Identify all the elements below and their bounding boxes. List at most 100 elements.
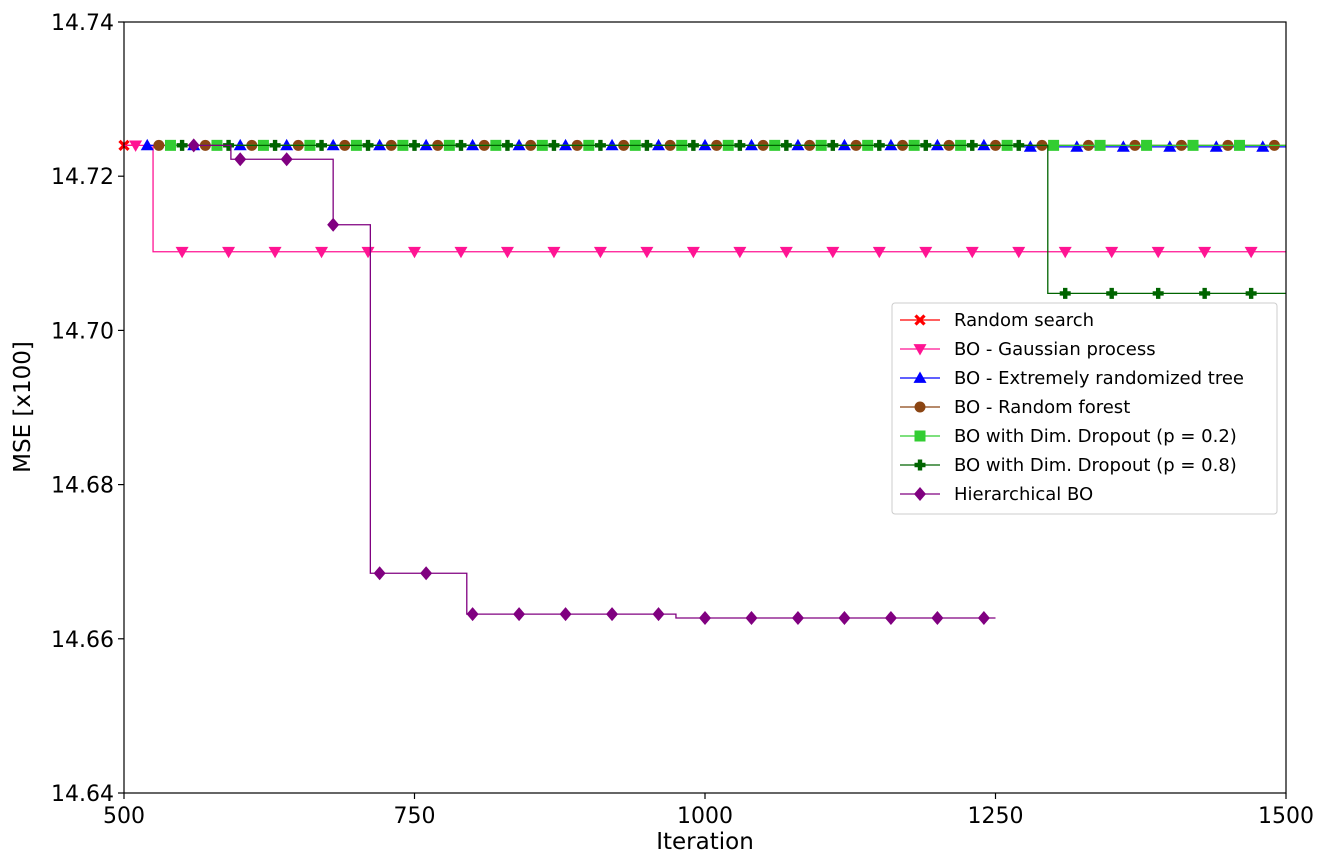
data-point [884, 138, 898, 151]
legend-marker [913, 344, 927, 356]
data-point [175, 246, 189, 259]
legend-marker [914, 430, 926, 442]
data-point [733, 246, 747, 259]
data-point [605, 138, 619, 151]
data-point [1013, 139, 1025, 151]
data-point [140, 138, 154, 151]
data-point [269, 139, 281, 151]
y-axis-label: MSE [x100] [10, 341, 36, 473]
y-tick-label: 14.70 [51, 319, 114, 344]
data-point [466, 607, 479, 622]
legend-label: BO - Random forest [954, 397, 1130, 418]
legend-item: BO with Dim. Dropout (p = 0.2) [900, 426, 1237, 447]
data-point [153, 139, 165, 151]
data-point [838, 610, 851, 625]
data-point [1012, 246, 1026, 259]
y-tick-label: 14.74 [51, 11, 114, 36]
data-point [977, 138, 991, 151]
data-point [559, 138, 573, 151]
data-point [930, 138, 944, 151]
data-point [779, 246, 793, 259]
x-tick-label: 1500 [1258, 804, 1314, 829]
legend-label: Hierarchical BO [954, 484, 1093, 505]
data-point [1199, 287, 1211, 299]
data-point [455, 139, 467, 151]
data-point [884, 610, 897, 625]
data-point [744, 138, 758, 151]
data-point [1151, 246, 1165, 259]
legend-label: BO with Dim. Dropout (p = 0.8) [954, 455, 1237, 476]
legend-label: Random search [954, 310, 1094, 331]
data-point [1048, 139, 1060, 151]
data-point [1244, 246, 1258, 259]
data-point [873, 139, 885, 151]
data-point [698, 138, 712, 151]
data-point [1152, 287, 1164, 299]
x-tick-label: 750 [394, 804, 436, 829]
data-point [233, 138, 247, 151]
legend-marker [914, 314, 926, 326]
data-point [419, 138, 433, 151]
data-point [1163, 140, 1177, 152]
data-point [1141, 139, 1153, 151]
legend-label: BO - Extremely randomized tree [954, 368, 1244, 389]
data-point [594, 139, 606, 151]
data-point [547, 246, 561, 259]
data-point [1198, 246, 1212, 259]
data-point [222, 246, 236, 259]
data-point [548, 139, 560, 151]
data-point [315, 246, 329, 259]
data-point [362, 139, 374, 151]
data-point [919, 246, 933, 259]
data-point [1187, 139, 1199, 151]
data-point [780, 139, 792, 151]
data-point [593, 246, 607, 259]
y-tick-label: 14.66 [51, 628, 114, 653]
series-line [182, 144, 1286, 295]
data-point [500, 246, 514, 259]
data-point [164, 139, 176, 151]
data-point [640, 246, 654, 259]
data-point [327, 217, 340, 232]
series-layer [118, 138, 1286, 625]
series-2 [124, 140, 1286, 259]
data-point [1059, 287, 1071, 299]
legend-marker [914, 487, 926, 501]
data-point [791, 610, 804, 625]
data-point [316, 139, 328, 151]
data-point [1234, 139, 1246, 151]
data-point [745, 610, 758, 625]
data-point [1256, 140, 1270, 152]
legend-marker [914, 459, 926, 471]
data-point [686, 246, 700, 259]
legend-item: BO - Gaussian process [900, 339, 1156, 360]
y-tick-label: 14.72 [51, 165, 114, 190]
series-6 [176, 139, 1286, 299]
data-point [652, 607, 665, 622]
data-point [920, 139, 932, 151]
data-point [513, 607, 526, 622]
data-point [466, 138, 480, 151]
data-point [827, 139, 839, 151]
data-point [420, 566, 433, 581]
legend-label: BO - Gaussian process [954, 339, 1156, 360]
x-tick-label: 500 [103, 804, 145, 829]
data-point [977, 610, 990, 625]
data-point [687, 139, 699, 151]
data-point [326, 138, 340, 151]
legend-item: Hierarchical BO [900, 484, 1093, 505]
legend-box [891, 302, 1278, 515]
data-point [501, 139, 513, 151]
data-point [734, 139, 746, 151]
x-ticks: 500 750 1000 1250 1500 [103, 793, 1314, 829]
data-point [1058, 246, 1072, 259]
data-point [454, 246, 468, 259]
series-7 [187, 138, 996, 625]
data-point [1070, 140, 1084, 152]
legend-item: BO with Dim. Dropout (p = 0.8) [900, 455, 1237, 476]
data-point [699, 610, 711, 625]
data-point [280, 152, 293, 167]
data-point [1023, 140, 1037, 152]
data-point [129, 140, 143, 152]
x-tick-label: 1250 [968, 804, 1024, 829]
